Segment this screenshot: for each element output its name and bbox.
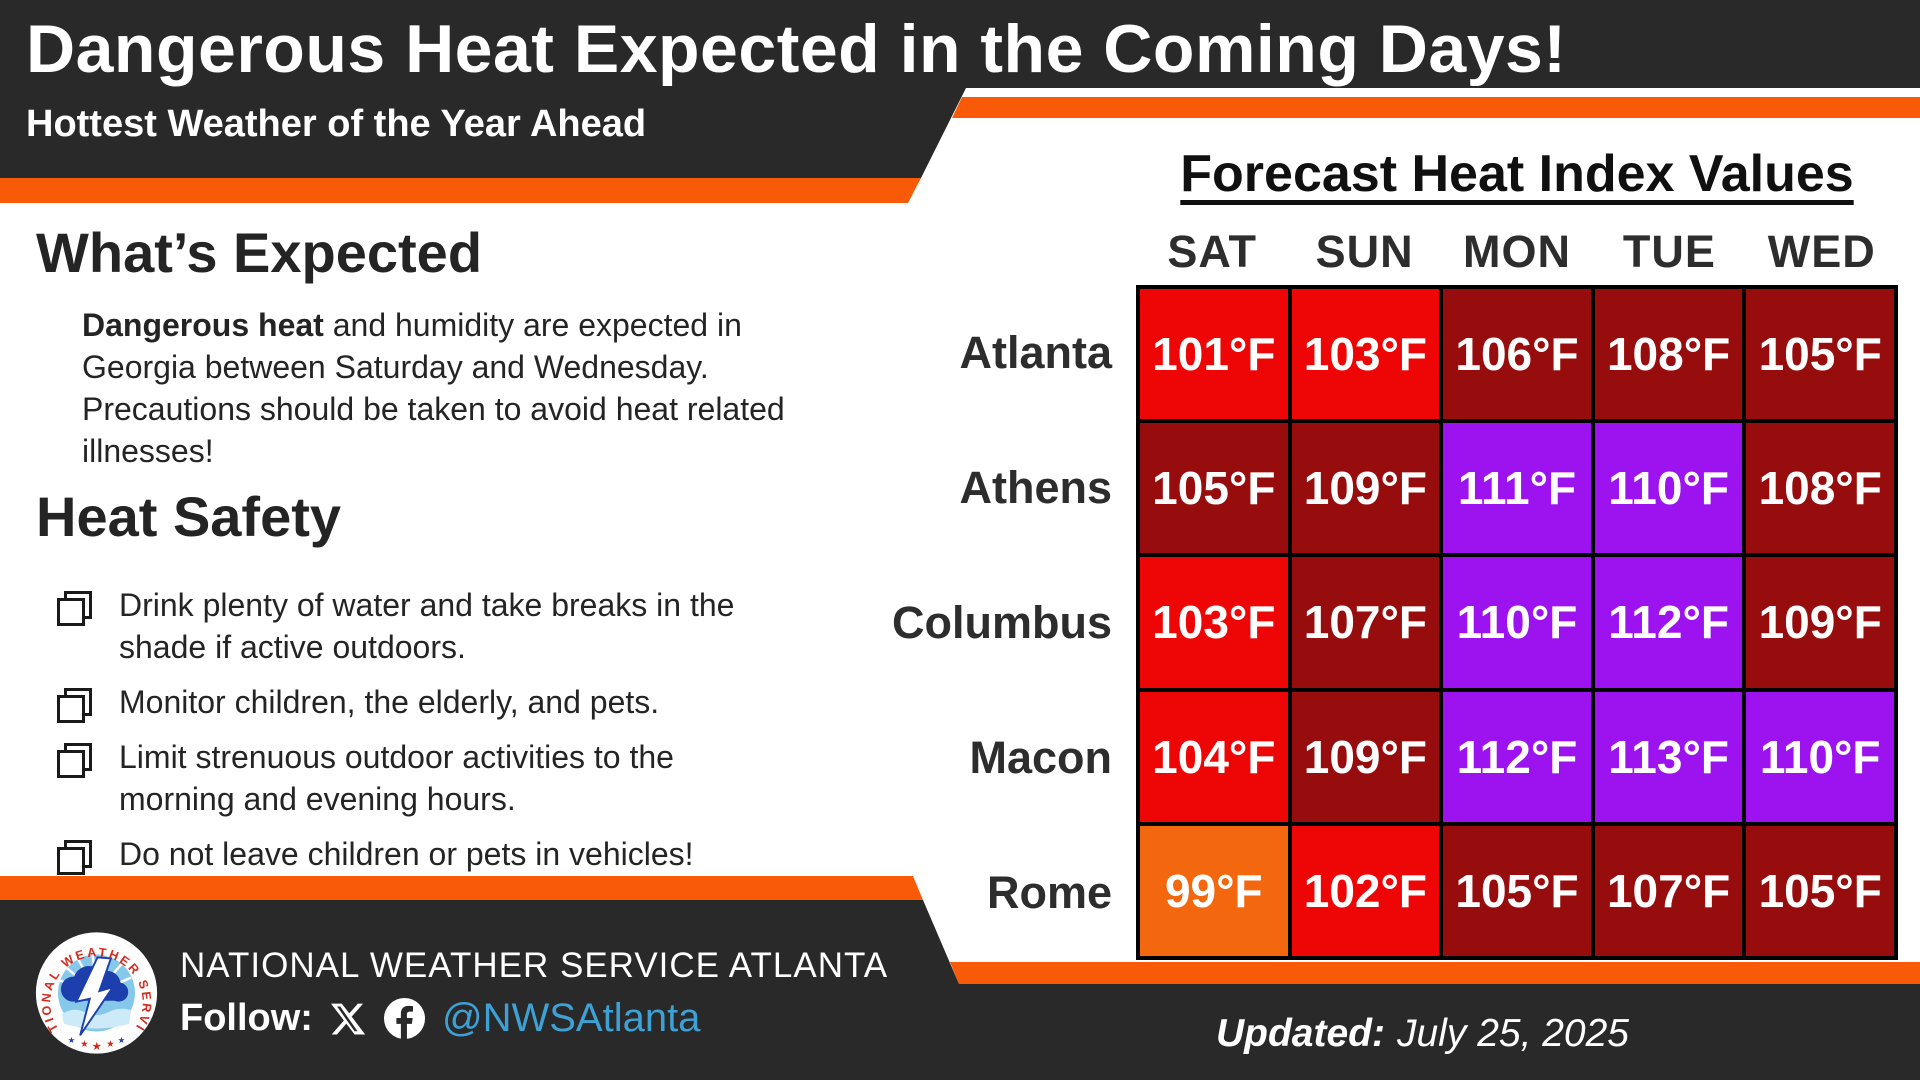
expected-paragraph: Dangerous heat and humidity are expected… [82,304,785,472]
follow-label: Follow: [180,997,313,1039]
heat-cell: 106°F [1443,289,1591,420]
footer-orange-band-right [950,962,1920,984]
heat-cell: 99°F [1140,825,1288,956]
heat-cell: 108°F [1594,289,1743,420]
list-item-line: Limit strenuous outdoor activities to th… [119,739,674,775]
checkbox-bullet-icon [57,743,92,778]
list-item-line: Monitor children, the elderly, and pets. [119,684,660,720]
heat-safety-list: Drink plenty of water and take breaks in… [57,584,734,875]
paragraph-bold-lead: Dangerous heat [82,307,324,343]
heat-cell: 104°F [1140,691,1288,822]
city-label-rome: Rome [986,866,1112,918]
city-label-atlanta: Atlanta [959,326,1112,378]
heat-cell: 105°F [1443,825,1591,956]
day-header-tue: TUE [1622,226,1716,277]
heat-cell: 110°F [1594,423,1743,554]
svg-text:★: ★ [80,1039,89,1050]
heat-cell: 107°F [1291,557,1440,688]
nws-logo: NATIONAL WEATHER SERVICE ★ ★ ★ ★ ★ [33,928,158,1054]
list-item: Do not leave children or pets in vehicle… [57,833,734,875]
heat-safety-heading: Heat Safety [36,485,342,548]
heat-cell: 105°F [1140,423,1288,554]
footer-banner-shape [0,900,1920,1080]
svg-text:★: ★ [92,1041,102,1053]
checkbox-bullet-icon [57,840,92,875]
heat-cell: 110°F [1443,557,1591,688]
forecast-table-title: Forecast Heat Index Values [1180,145,1854,203]
x-twitter-icon [330,1003,366,1034]
heat-cell: 113°F [1594,691,1743,822]
day-header-row: SAT SUN MON TUE WED [1136,226,1898,278]
list-item-text: Drink plenty of water and take breaks in… [119,584,734,668]
page-title: Dangerous Heat Expected in the Coming Da… [26,11,1567,87]
svg-text:★: ★ [106,1039,115,1050]
logo-waves [61,1008,132,1029]
svg-text:★: ★ [118,1035,126,1045]
paragraph-line: Georgia between Saturday and Wednesday. [82,349,709,385]
header-banner-shape [0,0,1920,178]
heat-cell: 112°F [1594,557,1743,688]
day-header-sun: SUN [1315,226,1414,277]
header-orange-band-right [952,97,1920,118]
heat-cell: 105°F [1746,289,1894,420]
heat-cell: 111°F [1443,423,1591,554]
day-header-sat: SAT [1167,226,1258,277]
header-orange-band-left [0,178,921,203]
checkbox-bullet-icon [57,591,92,626]
list-item-line: shade if active outdoors. [119,629,466,665]
social-handle: @NWSAtlanta [441,996,701,1040]
list-item-text: Limit strenuous outdoor activities to th… [119,736,674,820]
page-subtitle: Hottest Weather of the Year Ahead [26,103,647,145]
paragraph-line: Precautions should be taken to avoid hea… [82,391,785,427]
heat-cell: 110°F [1746,691,1894,822]
footer-orange-band-left [0,876,923,900]
list-item-text: Monitor children, the elderly, and pets. [119,681,659,723]
facebook-icon [383,997,425,1040]
whats-expected-heading: What’s Expected [36,221,483,284]
updated-line: Updated: July 25, 2025 [1216,1012,1629,1056]
city-label-columbus: Columbus [892,596,1112,648]
list-item: Monitor children, the elderly, and pets. [57,681,734,723]
paragraph-line1-rest: and humidity are expected in [323,307,742,343]
list-item-text: Do not leave children or pets in vehicle… [119,833,694,875]
heat-cell: 103°F [1140,557,1288,688]
checkbox-bullet-icon [57,688,92,723]
follow-row: Follow: @NWSAtlanta [180,996,700,1041]
list-item: Limit strenuous outdoor activities to th… [57,736,734,820]
logo-stars: ★ ★ ★ ★ ★ [68,1035,126,1053]
heat-cell: 109°F [1746,557,1894,688]
heat-index-table: 101°F 103°F 106°F 108°F 105°F 105°F 109°… [1136,285,1898,960]
paragraph-line: illnesses! [82,433,214,469]
heat-cell: 102°F [1291,825,1440,956]
logo-lightning-bolt [74,956,116,1036]
heat-cell: 105°F [1746,825,1894,956]
org-name: NATIONAL WEATHER SERVICE ATLANTA [180,946,889,985]
heat-cell: 112°F [1443,691,1591,822]
list-item: Drink plenty of water and take breaks in… [57,584,734,668]
city-label-athens: Athens [959,461,1112,513]
list-item-line: Drink plenty of water and take breaks in… [119,587,735,623]
heat-cell: 103°F [1291,289,1440,420]
city-label-macon: Macon [969,731,1112,783]
paragraph-line: Dangerous heat and humidity are expected… [82,304,785,346]
list-item-line: Do not leave children or pets in vehicle… [119,836,694,872]
day-header-wed: WED [1767,226,1876,277]
updated-date: July 25, 2025 [1397,1012,1630,1055]
heat-cell: 101°F [1140,289,1288,420]
updated-label: Updated: [1216,1012,1385,1055]
heat-cell: 109°F [1291,691,1440,822]
list-item-line: morning and evening hours. [119,781,516,817]
city-label-column: Atlanta Athens Columbus Macon Rome [640,285,1124,960]
heat-cell: 107°F [1594,825,1743,956]
svg-text:★: ★ [68,1035,76,1045]
heat-cell: 109°F [1291,423,1440,554]
heat-cell: 108°F [1746,423,1894,554]
day-header-mon: MON [1462,226,1571,277]
